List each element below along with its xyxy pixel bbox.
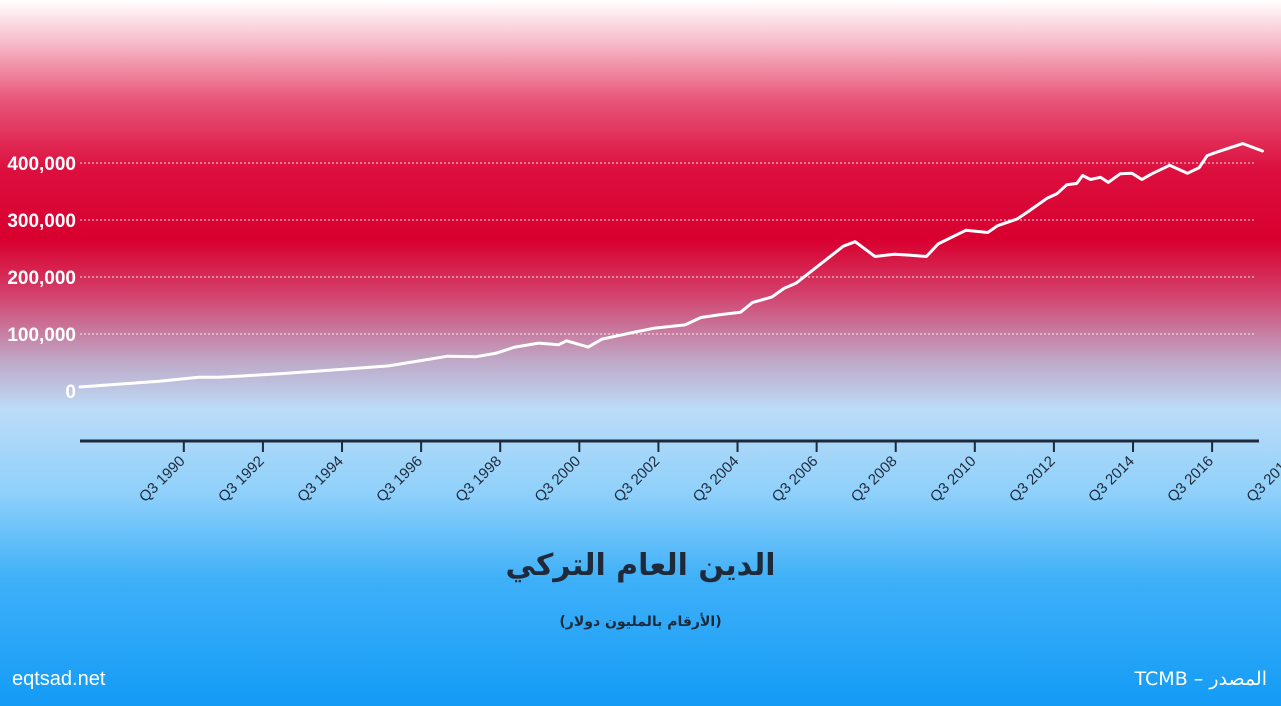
- x-tick-label: Q3 2012: [1006, 453, 1059, 506]
- y-axis-tick-labels: 0 100,000 200,000 300,000 400,000: [7, 154, 76, 403]
- x-tick-label: Q3 2008: [848, 453, 901, 506]
- series-line: [78, 142, 1264, 389]
- y-tick-label: 100,000: [7, 325, 76, 346]
- y-tick-label: 400,000: [7, 154, 76, 175]
- x-tick-label: Q3 1996: [373, 453, 426, 506]
- chart-subtitle: (الأرقام بالمليون دولار): [559, 614, 722, 630]
- x-axis-ticks: Q3 1990 Q3 1992 Q3 1994 Q3 1996 Q3 1998 Q3 20…: [136, 441, 1281, 506]
- x-tick-label: Q3 2000: [531, 453, 584, 506]
- x-tick-label: Q3 1994: [294, 453, 347, 506]
- x-tick-label: Q3 2014: [1085, 453, 1138, 506]
- y-tick-label: 300,000: [7, 211, 76, 232]
- x-tick-label: Q3 2004: [690, 453, 743, 506]
- x-tick-label: Q3 2002: [611, 453, 664, 506]
- x-tick-label: Q3 2010: [927, 453, 980, 506]
- gridlines: [80, 162, 1255, 335]
- x-tick-label: Q3 1990: [136, 453, 189, 506]
- x-tick-label: Q3 1998: [452, 453, 505, 506]
- y-tick-label: 200,000: [7, 268, 76, 289]
- y-tick-label: 0: [65, 382, 76, 403]
- chart-title: الدين العام التركي: [505, 548, 776, 583]
- x-tick-label: Q3 2018: [1243, 453, 1281, 506]
- x-tick-label: Q3 2006: [769, 453, 822, 506]
- source-label: المصدر – TCMB: [1134, 668, 1267, 690]
- x-tick-label: Q3 2016: [1164, 453, 1217, 506]
- site-name[interactable]: eqtsad.net: [12, 668, 106, 690]
- x-tick-label: Q3 1992: [215, 453, 268, 506]
